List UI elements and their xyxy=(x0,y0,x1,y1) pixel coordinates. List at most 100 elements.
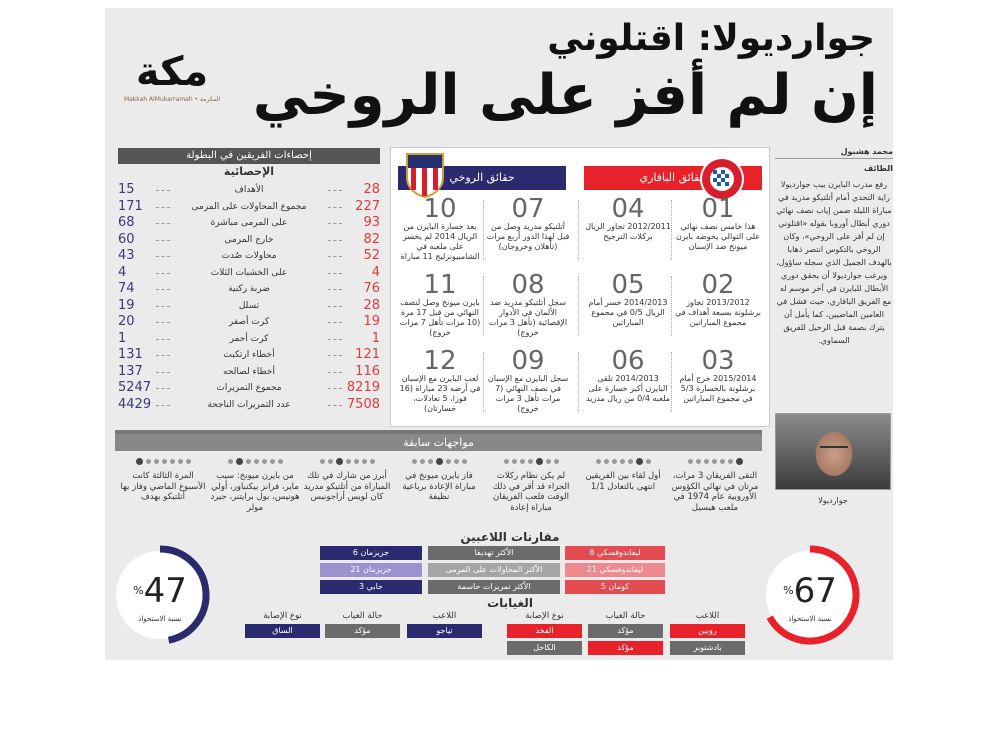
timeline-dot xyxy=(427,459,433,464)
bayern-possession-arc xyxy=(766,545,860,645)
stat-label: أخطاء ارتكبت xyxy=(223,350,275,360)
fact-text: أتلتيكو مدريد وصل من قبل لهذا الدور أربع… xyxy=(486,222,570,251)
fact-number: 04 xyxy=(611,194,645,224)
dashed-arrow-left xyxy=(156,239,170,241)
meeting-item: أول لقاء بين الفريقين انتهى بالتعادل 1/1 xyxy=(578,458,668,492)
bayern-possession-gauge: %67 نسبة الاستحواذ xyxy=(760,545,860,645)
atletico-value: 5247 xyxy=(118,380,152,395)
stat-row: 15 الأهداف 28 xyxy=(118,182,380,198)
fact-item: 06 2014/2013 تلقى البايرن أكبر خسارة على … xyxy=(585,348,671,404)
fact-item: 02 2013/2012 تجاوز برشلونة بسبعة أهداف في… xyxy=(675,272,761,328)
atletico-player-box: جابي 3 xyxy=(320,580,422,594)
atletico-player-box: جريزمان 6 xyxy=(320,546,422,560)
atletico-player-box: جريزمان 21 xyxy=(320,563,422,577)
timeline-dot xyxy=(277,459,283,464)
percent-sign: % xyxy=(133,584,144,597)
meeting-text: المرة الثالثة كانت الأسبوع الماضي وفاز ب… xyxy=(120,471,206,502)
atletico-value: 4429 xyxy=(118,396,152,412)
bayern-value: 121 xyxy=(355,347,380,362)
fact-number: 10 xyxy=(423,194,457,224)
fact-number: 05 xyxy=(611,270,645,300)
absence-header-status: حالة الغياب xyxy=(342,611,383,621)
stat-row: 137 أخطاء لصالحه 116 xyxy=(118,364,380,380)
timeline-dot xyxy=(335,458,343,465)
bayern-value: 1 xyxy=(371,330,380,346)
timeline-dot xyxy=(269,459,275,464)
fact-item: 08 سجل أتلتيكو مدريد ضد الألمان في الأدوا… xyxy=(485,272,571,338)
atletico-value: 74 xyxy=(118,281,135,296)
meeting-item: لم يكن نظام ركلات الجزاء قد أقر في ذلك ا… xyxy=(486,458,576,513)
fact-item: 10 بعد خسارة البايرن من الريال 2014 لم يخ… xyxy=(397,196,483,262)
timeline-dot xyxy=(635,458,643,465)
dashed-arrow-right xyxy=(328,404,342,406)
dotted-divider xyxy=(483,352,484,412)
meeting-item: أبرز من شارك في تلك المباراة من أتلتيكو … xyxy=(302,458,392,503)
atletico-possession-value: 47 xyxy=(143,571,187,611)
dotted-divider xyxy=(578,200,579,260)
timeline-dot xyxy=(411,459,417,464)
article-city: الطائف xyxy=(863,164,893,173)
fact-item: 03 2015/2014 خرج أمام برشلونة بالخسارة 5/… xyxy=(675,348,761,404)
meetings-title: مواجهات سابقة xyxy=(115,434,762,451)
dashed-arrow-right xyxy=(328,206,342,208)
fact-text: 2014/2013 خسر أمام الريال 0/5 في مجموع ا… xyxy=(588,298,668,327)
fact-item: 09 سجل البايرن مع الإسبان في نصف النهائي … xyxy=(485,348,571,414)
bayern-possession-value: 67 xyxy=(793,571,837,611)
fact-text: بعد خسارة البايرن من الريال 2014 لم يخسر… xyxy=(400,222,480,261)
facts-panel: حقائق البافاري حقائق الروخي 01 هذا خامس ن… xyxy=(390,147,770,427)
dashed-arrow-left xyxy=(156,289,170,290)
stat-row: 1 كرت أحمر 1 xyxy=(118,331,380,347)
timeline-dots xyxy=(670,458,760,465)
absence-header-status: حالة الغياب xyxy=(605,611,646,621)
dashed-arrow-right xyxy=(328,256,342,257)
logo-subtitle: Makkah AlMukarramah • المكرمة xyxy=(123,96,221,103)
timeline-dot xyxy=(169,459,175,464)
atletico-value: 131 xyxy=(118,347,143,362)
dashed-arrow-left xyxy=(156,371,170,373)
timeline-dot xyxy=(369,459,375,464)
absence-header-player: اللاعب xyxy=(432,611,457,621)
bayern-value: 19 xyxy=(363,314,380,329)
atletico-value: 15 xyxy=(118,182,135,197)
timeline-dot xyxy=(553,459,559,464)
stat-label: كرت أصفر xyxy=(228,317,270,327)
atletico-possession-gauge: %47 نسبة الاستحواذ xyxy=(110,545,210,645)
stat-row: 43 محاولات صُدت 52 xyxy=(118,248,380,264)
meeting-text: فاز بايرن ميونخ في مباراة الإعادة برباعي… xyxy=(402,471,476,502)
fact-number: 07 xyxy=(511,194,545,224)
bayern-absence-player: بادشتوبر xyxy=(670,641,745,655)
article-body: رفع مدرب البايرن بيب جوارديولا راية التح… xyxy=(776,180,892,345)
dashed-arrow-left xyxy=(156,206,170,208)
comparison-label: الأكثر تهديفا xyxy=(428,546,560,560)
dashed-arrow-left xyxy=(156,404,170,406)
bayern-value: 116 xyxy=(355,363,380,379)
stat-row: 171 مجموع المحاولات على المرمى 227 xyxy=(118,199,380,215)
absence-header-injury: نوع الإصابة xyxy=(525,611,564,621)
absence-header-injury: نوع الإصابة xyxy=(263,611,302,621)
bayern-value: 52 xyxy=(363,248,380,263)
timeline-dot xyxy=(519,459,525,464)
stat-label: على الخشبات الثلاث xyxy=(210,267,288,278)
timeline-dot xyxy=(319,459,325,464)
dashed-arrow-left xyxy=(156,256,170,257)
stat-row: 4 على الخشبات الثلاث 4 xyxy=(118,265,380,281)
meeting-item: المرة الثالثة كانت الأسبوع الماضي وفاز ب… xyxy=(118,458,208,503)
fact-item: 12 لعب البايرن مع الإسبان في أرضه 23 مبار… xyxy=(397,348,483,414)
bayern-value: 82 xyxy=(363,231,380,247)
dotted-divider xyxy=(671,276,672,336)
fact-text: سجل أتلتيكو مدريد ضد الألمان في الأدوار … xyxy=(488,298,568,337)
absence-header-player: اللاعب xyxy=(695,611,720,621)
dotted-divider xyxy=(671,352,672,412)
timeline-dot xyxy=(435,458,443,465)
timeline-dot xyxy=(445,459,451,464)
stat-row: 74 ضربة ركنية 76 xyxy=(118,281,380,297)
guardiola-photo xyxy=(775,413,891,490)
atletico-possession-arc xyxy=(159,545,210,644)
fact-text: 2012/2011 تجاوز الريال بركلات الترجيح xyxy=(585,222,671,241)
fact-number: 09 xyxy=(511,346,545,376)
fact-number: 06 xyxy=(611,346,645,376)
atletico-absence-status: مؤكد xyxy=(325,624,400,638)
photo-face xyxy=(820,446,848,452)
headline-line1: جوارديولا: اقتلوني xyxy=(547,18,875,59)
dotted-divider xyxy=(578,276,579,336)
